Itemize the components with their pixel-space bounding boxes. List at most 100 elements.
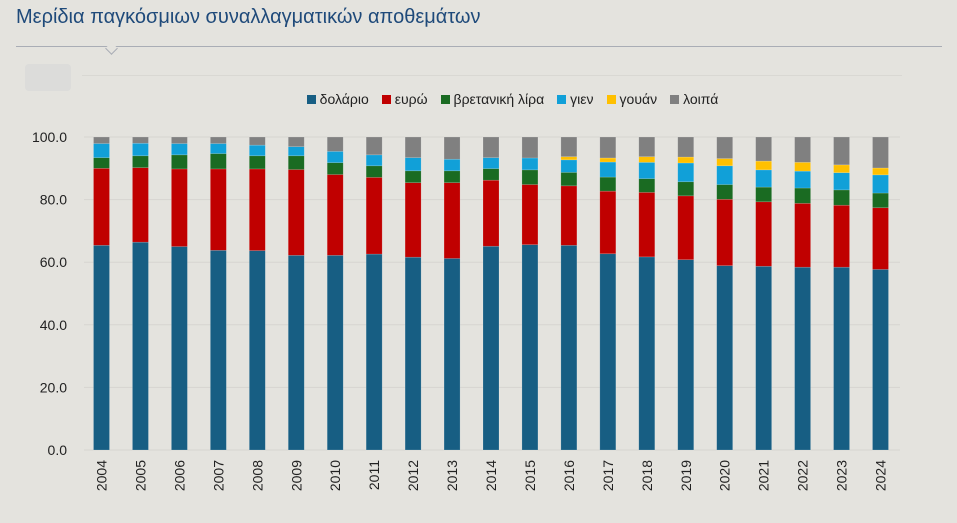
bar-segment — [132, 136, 149, 144]
bar-segment — [93, 168, 110, 246]
legend-item[interactable]: δολάριο — [306, 91, 369, 107]
y-tick-label: 40.0 — [40, 317, 67, 333]
bar-segment — [872, 167, 889, 176]
bar-segment — [599, 136, 617, 159]
bar-segment — [93, 136, 110, 144]
bar-segment — [326, 162, 344, 175]
bar-segment — [794, 162, 811, 172]
legend-label: λοιπά — [683, 91, 719, 107]
bar-segment — [443, 136, 461, 160]
bar-segment — [249, 168, 266, 251]
bar-segment — [755, 201, 772, 267]
bar-segment — [287, 169, 305, 256]
bar-segment — [249, 144, 266, 157]
x-tick-label: 2010 — [327, 460, 343, 491]
bar-segment — [482, 168, 500, 181]
bar-segment — [599, 176, 617, 192]
bar-segment — [833, 189, 850, 206]
bar-segment — [677, 181, 695, 197]
bar-segment — [599, 157, 617, 163]
bar-segment — [326, 174, 344, 256]
x-tick-label: 2020 — [717, 460, 733, 491]
bar-segment — [404, 182, 422, 258]
bar-segment — [755, 169, 772, 188]
bar-segment — [794, 187, 811, 204]
legend-swatch — [381, 94, 391, 104]
bar-segment — [210, 168, 227, 251]
bar-segment — [443, 182, 461, 259]
legend-item[interactable]: γουάν — [606, 91, 657, 107]
legend-swatch — [440, 94, 450, 104]
bar-segment — [638, 156, 656, 163]
bar-segment — [93, 157, 110, 169]
bar-segment — [716, 136, 734, 159]
bar-segment — [833, 164, 850, 173]
bar-segment — [872, 269, 889, 451]
bar-segment — [560, 156, 578, 161]
bar-segment — [560, 172, 578, 187]
legend-item[interactable]: λοιπά — [670, 91, 718, 107]
bar-segment — [755, 186, 772, 203]
bar-segment — [677, 136, 695, 158]
bar-segment — [521, 136, 539, 159]
x-tick-label: 2013 — [444, 460, 460, 491]
bar-segment — [716, 265, 734, 451]
bar-segment — [404, 136, 422, 158]
bar-segment — [482, 245, 500, 451]
bar-segment — [677, 156, 695, 164]
bar-segment — [365, 165, 383, 178]
bar-segment — [365, 253, 383, 451]
bar-segment — [560, 159, 578, 173]
bar-segment — [132, 241, 149, 451]
bar-segment — [249, 250, 266, 451]
bar-segment — [521, 157, 539, 171]
x-tick-label: 2008 — [249, 460, 265, 491]
bar-segment — [677, 259, 695, 451]
legend-swatch — [306, 94, 316, 104]
bar-segment — [132, 142, 149, 157]
bar-segment — [638, 256, 656, 451]
bar-segment — [872, 207, 889, 270]
x-tick-label: 2018 — [639, 460, 655, 491]
bar-segment — [560, 244, 578, 451]
bar-segment — [443, 158, 461, 172]
bar-segment — [210, 250, 227, 451]
x-tick-label: 2016 — [561, 460, 577, 491]
legend-label: βρετανική λίρα — [453, 91, 545, 107]
bar-segment — [210, 153, 227, 170]
bar-segment — [716, 158, 734, 167]
bar-segment — [210, 136, 227, 144]
bar-segment — [755, 136, 772, 162]
legend-swatch — [557, 94, 567, 104]
bar-segment — [716, 198, 734, 266]
bar-segment — [833, 172, 850, 191]
legend-label: δολάριο — [319, 91, 369, 107]
bar-segment — [249, 136, 266, 146]
y-tick-label: 0.0 — [48, 442, 68, 458]
bar-segment — [404, 157, 422, 172]
chart-menu-button[interactable] — [25, 64, 71, 91]
bar-segment — [521, 184, 539, 245]
bar-segment — [872, 136, 889, 169]
x-tick-label: 2015 — [522, 460, 538, 491]
bar-segment — [482, 136, 500, 158]
title-divider — [16, 46, 942, 47]
bar-segment — [210, 143, 227, 154]
bar-segment — [132, 167, 149, 243]
bar-segment — [794, 170, 811, 189]
bar-segment — [171, 154, 188, 170]
legend-item[interactable]: γιεν — [557, 91, 594, 107]
bar-segment — [599, 161, 617, 178]
bar-segment — [443, 170, 461, 183]
bar-segment — [560, 136, 578, 158]
y-tick-label: 80.0 — [40, 192, 67, 208]
bar-segment — [872, 192, 889, 209]
bar-segment — [404, 256, 422, 451]
legend-swatch — [606, 94, 616, 104]
legend-item[interactable]: ευρώ — [381, 91, 428, 107]
x-tick-label: 2022 — [795, 460, 811, 491]
legend-item[interactable]: βρετανική λίρα — [440, 91, 545, 107]
legend-label: ευρώ — [394, 91, 428, 107]
x-tick-label: 2005 — [132, 460, 148, 491]
